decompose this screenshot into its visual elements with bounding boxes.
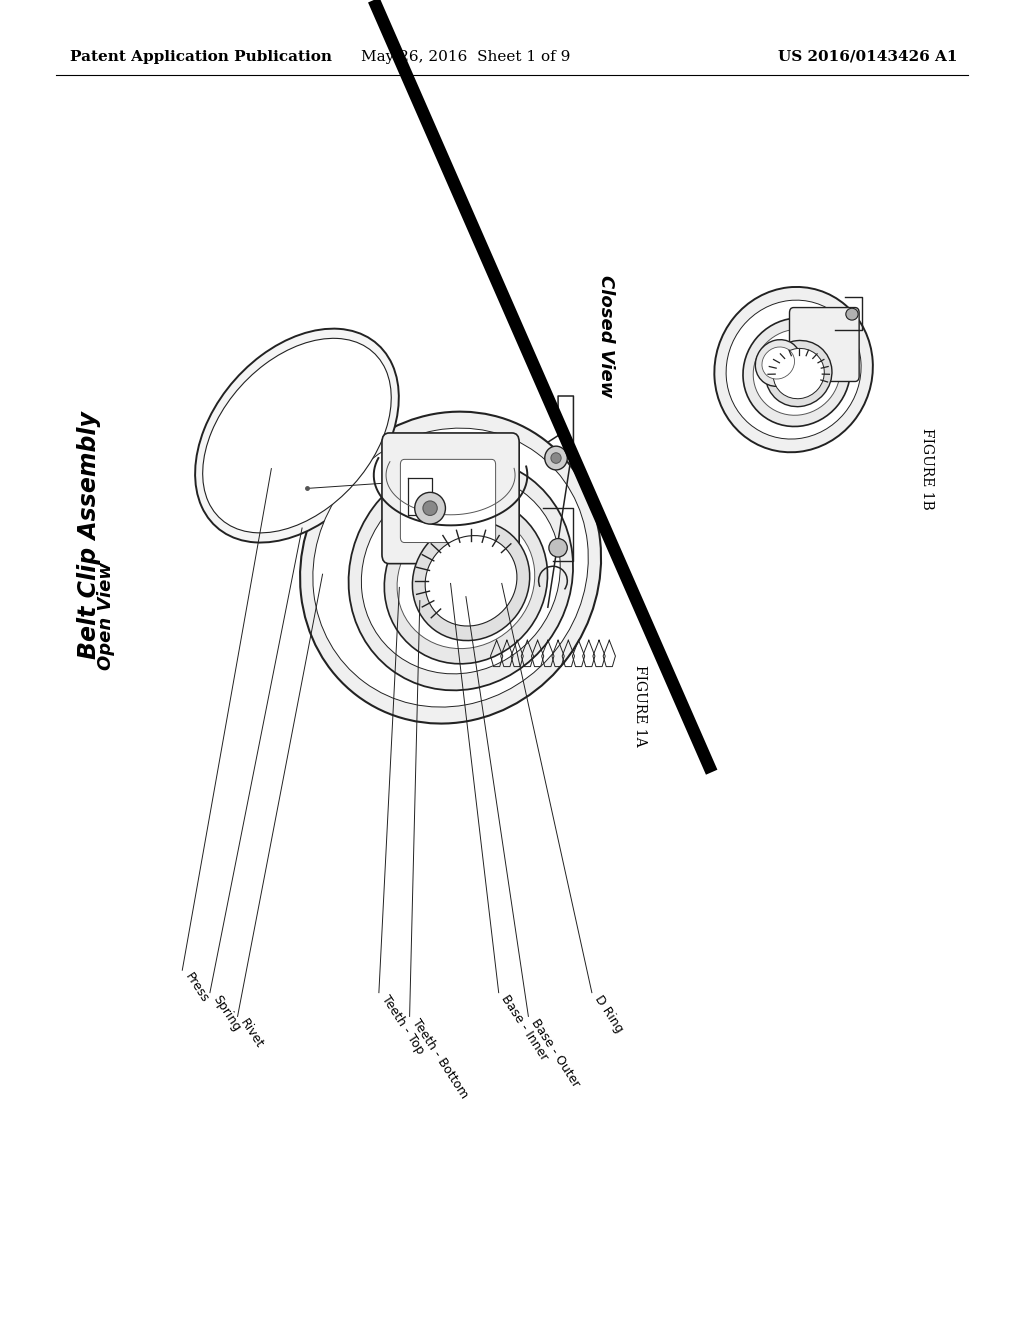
Ellipse shape <box>397 513 535 648</box>
Ellipse shape <box>413 521 529 640</box>
Ellipse shape <box>425 536 517 626</box>
Ellipse shape <box>743 318 850 426</box>
Ellipse shape <box>384 498 548 664</box>
FancyBboxPatch shape <box>790 308 859 381</box>
Ellipse shape <box>549 539 567 557</box>
Ellipse shape <box>300 412 601 723</box>
Text: Base - Outer: Base - Outer <box>528 1016 582 1089</box>
Text: D Ring: D Ring <box>592 993 626 1035</box>
Text: Patent Application Publication: Patent Application Publication <box>70 50 332 63</box>
Ellipse shape <box>715 286 872 453</box>
Text: Belt Clip Assembly: Belt Clip Assembly <box>77 411 100 659</box>
Ellipse shape <box>766 341 831 407</box>
Ellipse shape <box>348 458 573 690</box>
Ellipse shape <box>762 347 795 379</box>
Ellipse shape <box>203 338 391 533</box>
Ellipse shape <box>756 339 801 387</box>
Text: Press: Press <box>182 970 211 1005</box>
Ellipse shape <box>313 428 588 708</box>
Ellipse shape <box>773 348 824 399</box>
Ellipse shape <box>361 475 560 673</box>
Ellipse shape <box>545 446 567 470</box>
Text: FIGURE 1B: FIGURE 1B <box>920 428 934 510</box>
Text: Spring: Spring <box>210 993 243 1034</box>
Text: Teeth - Top: Teeth - Top <box>379 993 427 1056</box>
Text: May 26, 2016  Sheet 1 of 9: May 26, 2016 Sheet 1 of 9 <box>361 50 570 63</box>
Text: Closed View: Closed View <box>597 276 615 397</box>
Ellipse shape <box>726 300 861 440</box>
Ellipse shape <box>551 453 561 463</box>
Ellipse shape <box>754 329 840 416</box>
Ellipse shape <box>423 502 437 516</box>
FancyBboxPatch shape <box>382 433 519 564</box>
Text: Open View: Open View <box>97 562 116 671</box>
Text: US 2016/0143426 A1: US 2016/0143426 A1 <box>778 50 957 63</box>
FancyBboxPatch shape <box>400 459 496 543</box>
Text: Teeth - Bottom: Teeth - Bottom <box>410 1016 471 1101</box>
Text: FIGURE 1A: FIGURE 1A <box>633 665 647 747</box>
Ellipse shape <box>196 329 398 543</box>
Text: Rivet: Rivet <box>238 1016 266 1051</box>
Ellipse shape <box>415 492 445 524</box>
Text: Base - Inner: Base - Inner <box>499 993 551 1063</box>
Ellipse shape <box>846 308 858 321</box>
